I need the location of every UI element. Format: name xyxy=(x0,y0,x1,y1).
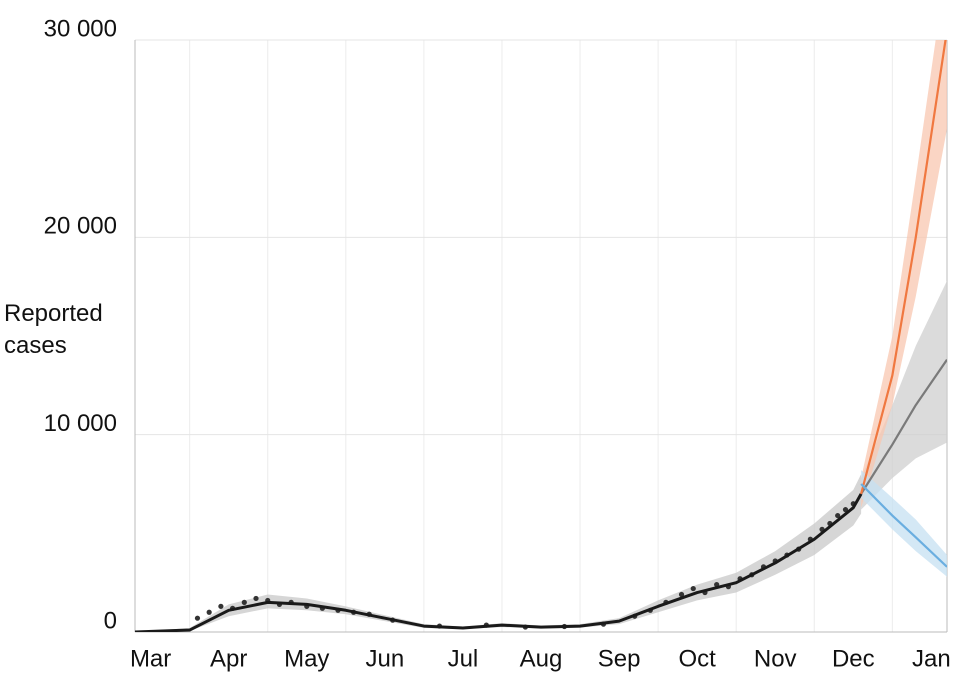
uncertainty-band xyxy=(861,470,947,577)
observation-point xyxy=(678,591,685,598)
x-tick-label: Dec xyxy=(832,645,875,672)
observation-point xyxy=(842,507,849,513)
observation-point xyxy=(690,585,696,592)
y-tick-label: 10 000 xyxy=(44,410,117,437)
x-tick-label: Apr xyxy=(210,645,247,672)
y-axis-label: Reported cases xyxy=(4,300,103,359)
uncertainty-band xyxy=(861,280,947,510)
uncertainty-band xyxy=(135,474,862,632)
y-tick-label: 0 xyxy=(104,607,117,634)
series-line xyxy=(135,493,863,632)
observation-point xyxy=(206,609,212,615)
series-line xyxy=(860,359,947,495)
observation-point xyxy=(253,595,259,602)
axis-labels: Mar Apr May Jun Jul Aug Sep Oct Nov Dec Jan 0 10 000… xyxy=(44,15,951,672)
observation-point xyxy=(241,599,247,606)
x-tick-label: Sep xyxy=(598,645,641,672)
series-line xyxy=(860,40,947,495)
x-tick-label: Oct xyxy=(678,645,716,672)
x-tick-label: Aug xyxy=(520,645,563,672)
x-tick-label: Nov xyxy=(754,645,797,672)
y-tick-label: 30 000 xyxy=(44,15,117,42)
uncertainty-band xyxy=(861,40,947,508)
x-tick-label: Jun xyxy=(365,645,404,672)
x-tick-label: Mar xyxy=(130,645,171,672)
observation-point xyxy=(194,615,201,621)
x-tick-label: Jul xyxy=(448,645,479,672)
y-tick-label: 20 000 xyxy=(44,213,117,240)
x-tick-label: May xyxy=(284,645,329,672)
observation-point xyxy=(218,603,224,609)
series-line xyxy=(860,483,947,568)
observation-point xyxy=(835,512,841,519)
grid xyxy=(134,39,948,633)
x-tick-label: Jan xyxy=(912,645,951,672)
plot-area xyxy=(135,40,947,632)
